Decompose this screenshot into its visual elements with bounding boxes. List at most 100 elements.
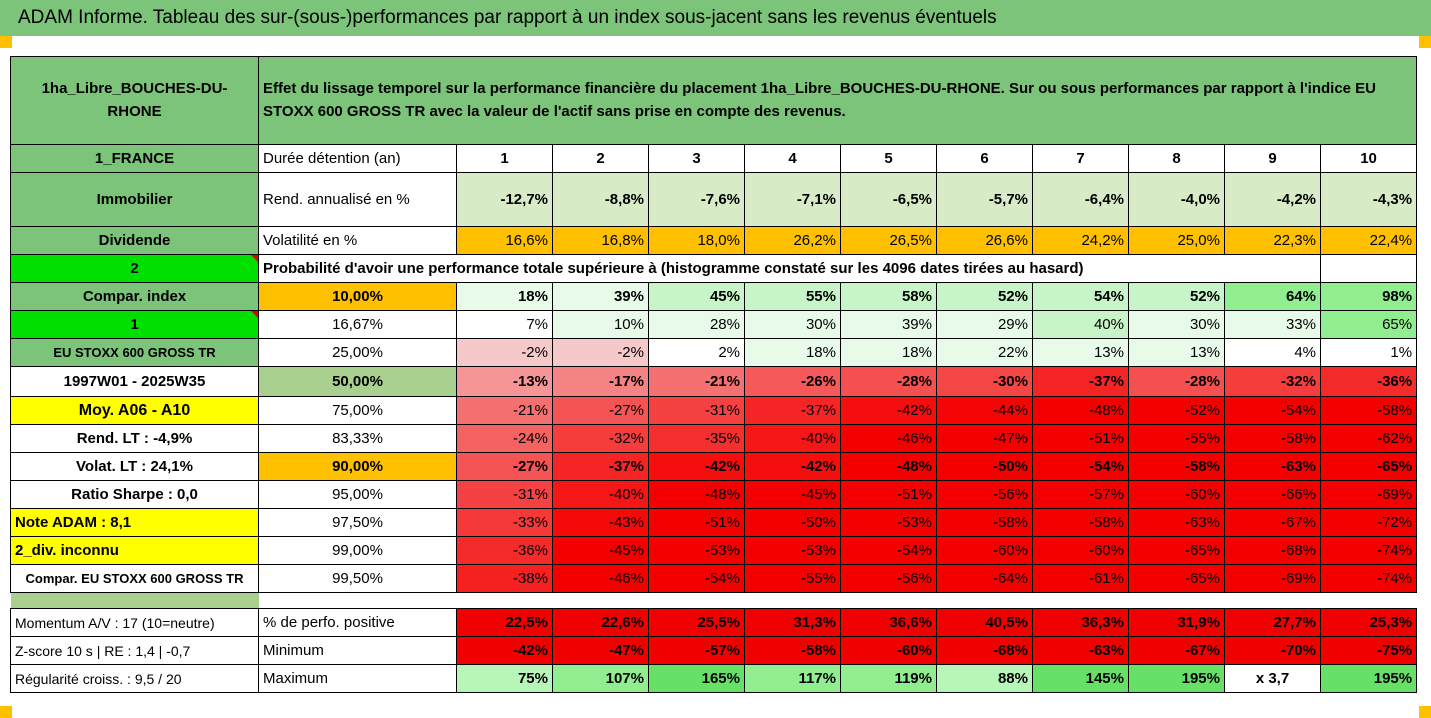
prob-row: 2_div. inconnu 99,00% -36% -45% -53% -53% -54%… [10,536,1418,565]
volatility-cell: 16,8% [552,226,649,255]
sharpe-label: Ratio Sharpe : 0,0 [10,480,259,509]
threshold-label: 99,00% [258,536,457,565]
prob-cell: -58% [1128,452,1225,481]
prob-cell: 52% [936,282,1033,311]
prob-cell: -45% [552,536,649,565]
prob-row: Note ADAM : 8,1 97,50% -33% -43% -51% -50% -53… [10,508,1418,537]
prob-cell: -67% [1224,508,1321,537]
prob-cell: -58% [1319,396,1418,425]
threshold-label: 75,00% [258,396,457,425]
prob-cell: -53% [840,508,937,537]
year-header: 3 [648,144,745,173]
prob-cell: 2% [648,338,745,367]
moy-label: Moy. A06 - A10 [10,396,259,425]
stat-cell: 165% [648,664,745,693]
threshold-label: 50,00% [258,366,457,397]
prob-cell: -44% [936,396,1033,425]
threshold-label: 25,00% [258,338,457,367]
prob-cell: -60% [1032,536,1129,565]
prob-cell: 28% [648,310,745,339]
prob-cell: 33% [1224,310,1321,339]
prob-cell: 18% [744,338,841,367]
row-label: % de perfo. positive [258,608,457,637]
selector-2[interactable]: 2 [10,254,259,283]
annual-return-cell: -4,3% [1319,172,1418,227]
prob-cell: -28% [1128,366,1225,397]
stat-cell: 25,5% [648,608,745,637]
category-label: Immobilier [10,172,259,227]
stat-cell: -57% [648,636,745,665]
annual-return-cell: -6,5% [840,172,937,227]
prob-cell: 30% [744,310,841,339]
stat-cell: -68% [936,636,1033,665]
stat-cell: 75% [456,664,553,693]
threshold-label: 99,50% [258,564,457,593]
prob-cell: -50% [744,508,841,537]
year-header: 4 [744,144,841,173]
corner-marker [0,36,12,48]
stat-cell: -75% [1319,636,1418,665]
prob-cell: -53% [744,536,841,565]
stat-cell: -47% [552,636,649,665]
prob-cell: -51% [1032,424,1129,453]
prob-row: Ratio Sharpe : 0,0 95,00% -31% -40% -48% -45%… [10,480,1418,509]
stats-row: Momentum A/V : 17 (10=neutre)% de perfo.… [10,608,1418,637]
prob-cell: -54% [648,564,745,593]
threshold-label: 97,50% [258,508,457,537]
selector-1[interactable]: 1 [10,310,259,339]
prob-cell: 98% [1319,282,1418,311]
prob-cell: 55% [744,282,841,311]
year-header: 5 [840,144,937,173]
year-header: 7 [1032,144,1129,173]
prob-cell: 40% [1032,310,1129,339]
prob-cell: -21% [648,366,745,397]
stat-cell: 117% [744,664,841,693]
prob-cell: 30% [1128,310,1225,339]
threshold-label: 10,00% [258,282,457,311]
annual-return-cell: -12,7% [456,172,553,227]
corner-marker [0,706,12,718]
annual-return-cell: -4,0% [1128,172,1225,227]
prob-cell: -47% [936,424,1033,453]
volatility-cell: 16,6% [456,226,553,255]
stat-cell: -63% [1032,636,1129,665]
prob-cell: -33% [456,508,553,537]
report-title: ADAM Informe. Tableau des sur-(sous-)per… [0,0,1431,36]
prob-cell: -28% [840,366,937,397]
prob-row: 1 16,67% 7% 10% 28% 30% 39% 29% 40% 30% 33% 65% [10,310,1418,339]
prob-cell: -35% [648,424,745,453]
threshold-label: 83,33% [258,424,457,453]
prob-cell: -58% [1032,508,1129,537]
return-row: Immobilier Rend. annualisé en % -12,7% -8,8… [10,172,1418,227]
note-label: Note ADAM : 8,1 [10,508,259,537]
volatility-cell: 22,3% [1224,226,1321,255]
volatility-cell: 26,2% [744,226,841,255]
prob-cell: 7% [456,310,553,339]
annual-return-cell: -8,8% [552,172,649,227]
prob-cell: -61% [1032,564,1129,593]
volatility-row: Dividende Volatilité en % 16,6% 16,8% 18,0% 2… [10,226,1418,255]
prob-cell: -37% [1032,366,1129,397]
prob-cell: -60% [936,536,1033,565]
prob-cell: -31% [648,396,745,425]
prob-cell: 65% [1319,310,1418,339]
prob-cell: -2% [552,338,649,367]
gap-row [10,592,1417,609]
prob-cell: -51% [840,480,937,509]
prob-cell: -65% [1319,452,1418,481]
momentum-label: Momentum A/V : 17 (10=neutre) [10,608,259,637]
prob-cell: 39% [552,282,649,311]
stat-cell: 25,3% [1319,608,1418,637]
prob-cell: 45% [648,282,745,311]
prob-cell: -40% [552,480,649,509]
row-label: Rend. annualisé en % [258,172,457,227]
prob-cell: -53% [648,536,745,565]
prob-cell: 29% [936,310,1033,339]
year-header: 10 [1319,144,1418,173]
index-name-label: EU STOXX 600 GROSS TR [10,338,259,367]
stat-cell: 22,5% [456,608,553,637]
prob-cell: -30% [936,366,1033,397]
prob-caption-row: 2 Probabilité d'avoir une performance tot… [10,254,1418,283]
annual-return-cell: -7,1% [744,172,841,227]
prob-cell: -32% [552,424,649,453]
